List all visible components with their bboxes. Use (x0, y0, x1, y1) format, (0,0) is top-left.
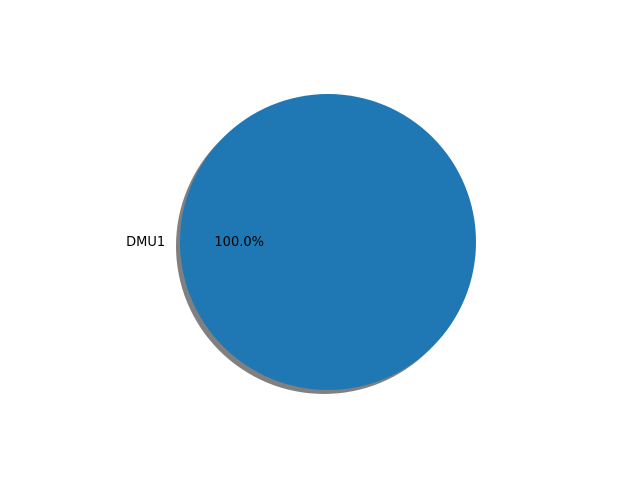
slice-label: DMU1 (126, 235, 165, 250)
pie-slice-dmu1 (180, 94, 476, 390)
slice-percent-label: 100.0% (214, 235, 264, 250)
